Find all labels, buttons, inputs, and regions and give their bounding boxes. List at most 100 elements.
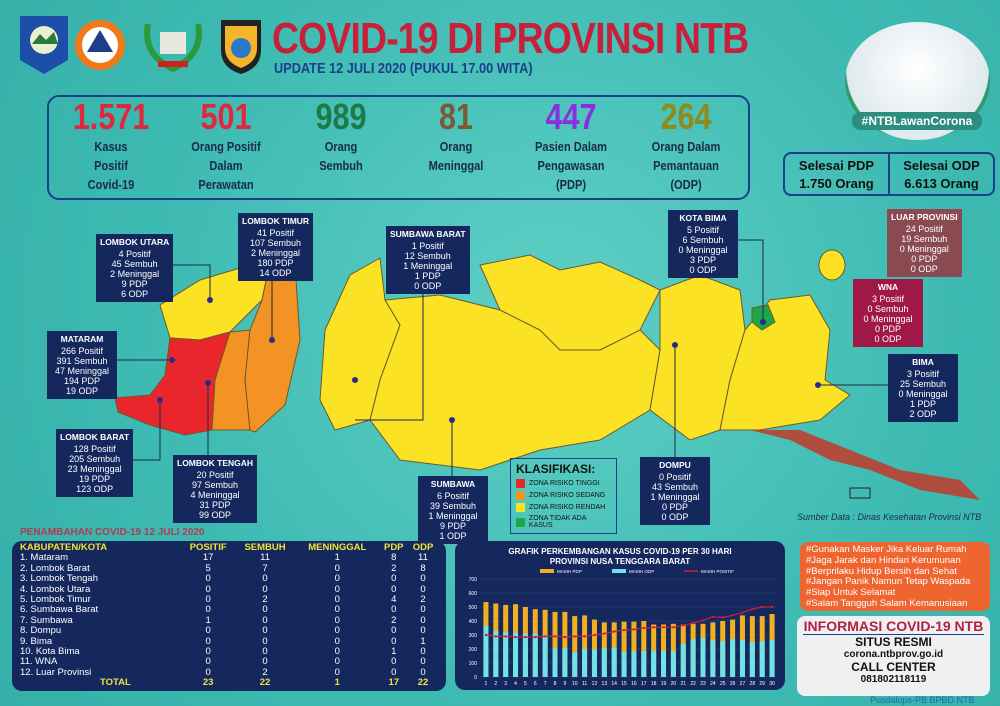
point-positif <box>573 635 576 638</box>
bar-odp <box>641 651 647 677</box>
region-name: BIMA <box>912 357 934 367</box>
total-cell: 22 <box>417 677 429 689</box>
y-tick-label: 200 <box>469 647 478 653</box>
table-cell: 0 <box>334 635 340 647</box>
region-stat: 31 PDP <box>199 500 231 510</box>
table-cell: 0 <box>334 625 340 637</box>
map-sangeang-island <box>818 249 846 281</box>
point-positif <box>504 635 507 638</box>
region-stat: 1 PDP <box>909 399 936 409</box>
table-cell: 0 <box>262 614 268 626</box>
region-name: SUMBAWA BARAT <box>390 229 466 239</box>
bar-odp <box>572 652 578 677</box>
footer-credit: Pusdalops-PB BPBD NTB <box>870 695 975 705</box>
region-stat: 19 ODP <box>65 386 98 396</box>
map-sumbawa-north <box>479 254 661 351</box>
table-cell: 4. Lombok Utara <box>20 583 91 595</box>
region-stat: 97 Sembuh <box>191 480 239 490</box>
bar-odp <box>532 633 538 677</box>
region-stat: 266 Positif <box>60 346 104 356</box>
table-cell: 12. Luar Provinsi <box>20 666 92 678</box>
x-tick-label: 13 <box>602 681 608 687</box>
bar-odp <box>690 639 696 677</box>
x-tick-label: 17 <box>641 681 647 687</box>
table-cell: 0 <box>391 604 397 616</box>
bar-odp <box>739 639 745 677</box>
region-stat: 180 PDP <box>257 258 294 268</box>
table-row: 12. Luar Provinsi 0 2 0 0 0 <box>20 666 438 678</box>
region-name: MATARAM <box>60 334 104 344</box>
bar-odp <box>759 641 765 677</box>
region-stat: 0 PDP <box>911 254 938 264</box>
region-stat: 0 Sembuh <box>867 304 909 314</box>
region-stat: 19 Sembuh <box>901 234 948 244</box>
table-row: 2. Lombok Barat 5 7 0 2 8 <box>20 562 438 574</box>
total-cell: 17 <box>388 677 400 689</box>
bar-odp <box>680 644 686 677</box>
table-cell: 9. Bima <box>20 635 53 647</box>
table-cell: 0 <box>262 573 268 585</box>
chart-subtitle: PROVINSI NUSA TENGGARA BARAT <box>550 557 690 566</box>
x-tick-label: 22 <box>690 681 696 687</box>
table-cell: 0 <box>420 614 426 626</box>
point-positif <box>583 635 586 638</box>
table-cell: 0 <box>334 656 340 668</box>
region-stat: 123 ODP <box>76 484 114 494</box>
x-tick-label: 30 <box>769 681 775 687</box>
legend-label: MASIH ODP <box>629 569 654 574</box>
x-tick-label: 27 <box>740 681 746 687</box>
chart-title: GRAFIK PERKEMBANGAN KASUS COVID-19 PER 3… <box>508 547 731 556</box>
table-cell: 0 <box>391 656 397 668</box>
x-tick-label: 29 <box>759 681 765 687</box>
bar-odp <box>710 640 716 677</box>
table-cell: 7 <box>262 562 268 574</box>
point-positif <box>691 621 695 625</box>
region-name: WNA <box>877 282 899 292</box>
region-stat: 6 Sembuh <box>682 235 724 245</box>
map-mataram-lombok-barat <box>114 331 231 436</box>
call-center-number[interactable]: 081802118119 <box>860 674 927 685</box>
x-tick-label: 14 <box>611 681 617 687</box>
table-cell: 0 <box>262 583 268 595</box>
legend-swatch <box>516 491 525 500</box>
bar-odp <box>749 642 755 677</box>
x-tick-label: 19 <box>661 681 667 687</box>
x-tick-label: 16 <box>631 681 637 687</box>
region-stat: 0 Meninggal <box>898 389 948 399</box>
table-row: 9. Bima 0 0 0 0 1 <box>20 635 438 647</box>
table-cell: 8 <box>391 552 397 564</box>
point-positif <box>682 624 685 627</box>
x-tick-label: 7 <box>544 681 547 687</box>
stat-label: Covid-19 <box>87 177 134 192</box>
region-stat: 0 Meninggal <box>863 314 913 324</box>
point-positif <box>642 626 645 630</box>
region-name: SUMBAWA <box>430 479 476 489</box>
region-stat: 14 ODP <box>259 268 292 278</box>
region-stat: 24 Positif <box>905 224 943 234</box>
region-stat: 23 Meninggal <box>67 464 122 474</box>
stat-label: Positif <box>93 158 128 173</box>
region-box-sumbawa-barat: SUMBAWA BARAT 1 Positif 12 Sembuh 1 Meningg… <box>386 226 470 294</box>
region-stat: 3 PDP <box>689 255 716 265</box>
stat-0: 1.571 Kasus Positif Covid-19 <box>56 97 166 198</box>
table-cell: 0 <box>205 646 211 658</box>
table-cell: 0 <box>420 625 426 637</box>
table-cell: 0 <box>420 666 426 678</box>
stat-value: 264 <box>660 96 712 137</box>
region-stat: 2 Meninggal <box>110 269 160 279</box>
stat-label: Pemantauan <box>653 158 720 173</box>
bar-odp <box>522 633 528 677</box>
table-cell: 11. WNA <box>20 656 58 668</box>
point-positif <box>652 626 655 629</box>
bar-odp <box>542 637 548 677</box>
summary-stats: 1.571 Kasus Positif Covid-19 501 Orang Positi… <box>47 95 750 200</box>
tip-item: #Berprilaku Hidup Bersih dan Sehat <box>806 565 958 577</box>
x-tick-label: 1 <box>485 681 488 687</box>
region-stat: 1 ODP <box>439 531 467 541</box>
tip-item: #Gunakan Masker Jika Keluar Rumah <box>806 544 967 555</box>
stat-label: Orang Positif <box>191 139 261 154</box>
site-link[interactable]: corona.ntbprov.go.id <box>843 649 944 660</box>
table-cell: 2 <box>262 594 268 606</box>
line-positif <box>485 606 773 638</box>
bar-odp <box>582 649 588 677</box>
